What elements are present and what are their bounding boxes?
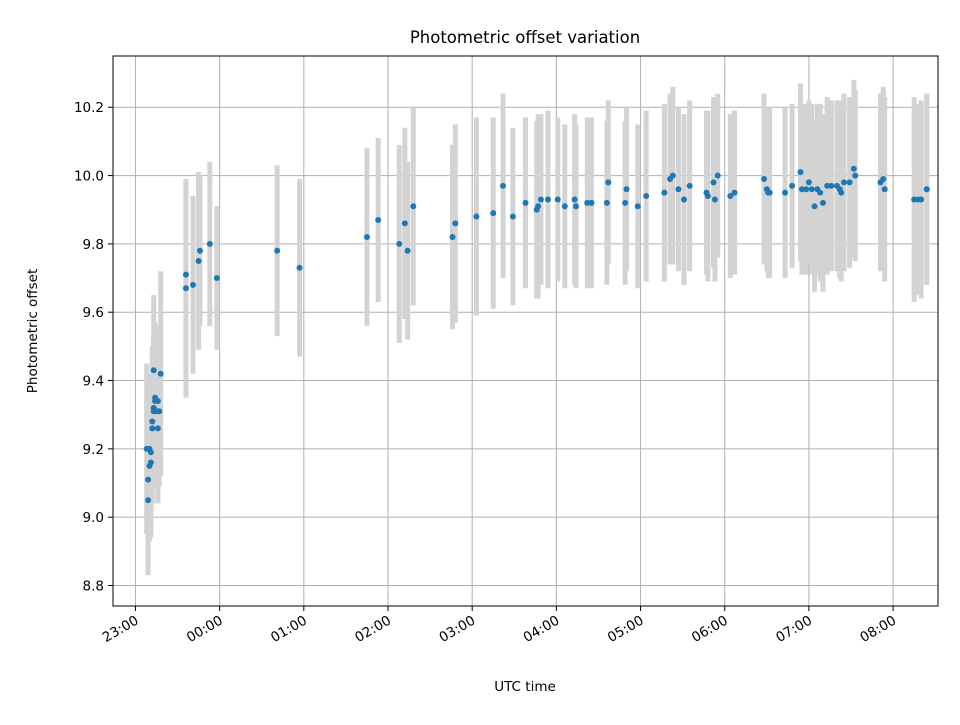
data-point (363, 234, 370, 241)
data-point (817, 189, 824, 196)
data-point (154, 425, 161, 432)
data-point (473, 213, 480, 220)
data-point (149, 425, 156, 432)
data-point (808, 186, 815, 193)
y-tick-label: 10.0 (74, 169, 104, 185)
y-axis-label: Photometric offset (25, 269, 41, 393)
x-axis-label: UTC time (494, 679, 556, 695)
data-point (584, 199, 591, 206)
data-point (410, 203, 417, 210)
data-point (704, 193, 711, 200)
y-tick-label: 9.2 (83, 442, 104, 458)
data-point (797, 169, 804, 176)
data-point (296, 264, 303, 271)
data-point (880, 175, 887, 182)
data-point (149, 418, 156, 425)
data-point (846, 179, 853, 186)
data-point (731, 189, 738, 196)
data-point (881, 186, 888, 193)
data-point (401, 220, 408, 227)
data-point (782, 189, 789, 196)
data-point (182, 285, 189, 292)
data-point (828, 182, 835, 189)
data-point (146, 445, 153, 452)
data-point (396, 240, 403, 247)
data-point (634, 203, 641, 210)
data-point (274, 247, 281, 254)
data-point (213, 275, 220, 282)
y-axis-ticks: 8.8 9.0 9.2 9.4 9.6 9.8 10.0 10.2 (74, 100, 113, 595)
data-point (500, 182, 507, 189)
data-point (157, 370, 164, 377)
data-point (588, 199, 595, 206)
data-point (156, 408, 163, 415)
y-tick-label: 9.8 (83, 237, 104, 253)
data-point (522, 199, 529, 206)
data-point (537, 196, 544, 203)
data-point (686, 182, 693, 189)
data-point (206, 240, 213, 247)
data-point (675, 186, 682, 193)
data-point (544, 196, 551, 203)
data-point (798, 186, 805, 193)
data-point (852, 172, 859, 179)
data-point (803, 186, 810, 193)
y-tick-label: 9.0 (83, 510, 104, 526)
data-point (623, 186, 630, 193)
data-point (911, 196, 918, 203)
data-point (840, 179, 847, 186)
data-point (661, 189, 668, 196)
y-tick-label: 10.2 (74, 100, 104, 116)
data-point (535, 203, 542, 210)
data-points (143, 165, 930, 504)
data-point (727, 193, 734, 200)
data-point (145, 476, 152, 483)
data-point (404, 247, 411, 254)
data-point (490, 210, 497, 217)
data-point (622, 199, 629, 206)
data-point (375, 216, 382, 223)
plot-frame (112, 55, 939, 607)
chart-title: Photometric offset variation (410, 28, 640, 47)
y-tick-label: 8.8 (83, 579, 104, 595)
data-point (154, 398, 161, 405)
data-point (766, 189, 773, 196)
data-point (710, 179, 717, 186)
y-tick-label: 9.4 (83, 374, 104, 390)
data-point (789, 182, 796, 189)
data-point (509, 213, 516, 220)
data-point (145, 497, 152, 504)
data-point (643, 193, 650, 200)
data-point (850, 165, 857, 172)
data-point (714, 172, 721, 179)
data-point (452, 220, 459, 227)
data-point (681, 196, 688, 203)
data-point (603, 199, 610, 206)
data-point (150, 367, 157, 374)
data-point (918, 196, 925, 203)
data-point (182, 271, 189, 278)
data-point (571, 196, 578, 203)
data-point (805, 179, 812, 186)
data-point (669, 172, 676, 179)
data-point (761, 175, 768, 182)
data-point (605, 179, 612, 186)
data-point (189, 281, 196, 288)
data-point (195, 257, 202, 264)
y-tick-label: 9.6 (83, 305, 104, 321)
data-point (147, 459, 154, 466)
data-point (824, 182, 831, 189)
data-point (573, 203, 580, 210)
data-point (561, 203, 568, 210)
data-point (196, 247, 203, 254)
data-point (811, 203, 818, 210)
data-point (449, 234, 456, 241)
data-point (819, 199, 826, 206)
data-point (554, 196, 561, 203)
data-point (923, 186, 930, 193)
data-point (711, 196, 718, 203)
data-point (838, 189, 845, 196)
